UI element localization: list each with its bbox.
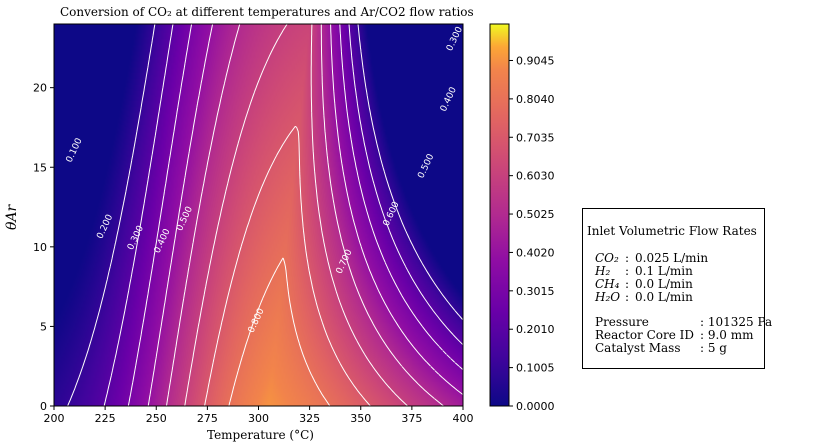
colorbar-tick-label: 0.7035 [516,131,555,144]
colorbar-tick-label: 0.0000 [516,400,555,413]
colorbar-ticks: 0.0000 0.1005 0.2010 0.3015 0.4020 0.5025 0.60… [509,54,555,413]
contour-line [127,24,463,406]
x-tick-label: 225 [95,412,116,425]
gas-name: H₂O [595,290,621,304]
y-tick-label: 15 [33,161,47,174]
gas-name: H₂ [595,264,611,278]
condition-name: Reactor Core ID [595,328,695,342]
y-axis-ticks: 0 5 10 15 20 [33,82,54,413]
y-tick-label: 10 [33,241,47,254]
colorbar-tick-label: 0.9045 [516,54,555,67]
x-tick-label: 400 [453,412,474,425]
x-tick-label: 325 [299,412,320,425]
x-tick-label: 300 [248,412,269,425]
conditions-list: Pressure : 101325 Pa Reactor Core ID : 9.0… [595,316,772,355]
gas-value: 0.0 L/min [635,277,693,291]
contour-line [204,125,371,406]
x-axis-label: Temperature (°C) [207,428,314,442]
gas-flow-list: CO₂:0.025 L/min H₂:0.1 L/min CH₄:0.0 L/m… [595,252,708,304]
condition-value: : 5 g [700,341,727,355]
condition-row: Reactor Core ID : 9.0 mm [595,329,772,342]
gas-row: CO₂:0.025 L/min [595,251,709,265]
condition-value: : 9.0 mm [700,328,754,342]
gas-row: H₂:0.1 L/min [595,264,693,278]
condition-value: : 101325 Pa [700,315,773,329]
y-axis-label: θAr [4,204,20,230]
x-tick-label: 200 [44,412,65,425]
contour-line [228,257,331,406]
colorbar [489,23,510,407]
contour-line [103,24,463,406]
colorbar-tick-label: 0.2010 [516,323,555,336]
colorbar-tick-label: 0.3015 [516,285,555,298]
x-tick-label: 375 [401,412,422,425]
gas-row: H₂O:0.0 L/min [595,290,693,304]
y-tick-label: 20 [33,82,47,95]
x-tick-label: 350 [350,412,371,425]
condition-row: Pressure : 101325 Pa [595,316,772,329]
colorbar-tick-label: 0.1005 [516,362,555,375]
x-tick-label: 250 [146,412,167,425]
condition-row: Catalyst Mass : 5 g [595,342,772,355]
gas-name: CH₄ [595,277,620,291]
chart-title: Conversion of CO₂ at different temperatu… [60,5,474,19]
condition-name: Pressure [595,315,649,329]
info-box-title: Inlet Volumetric Flow Rates [587,224,757,238]
info-box: Inlet Volumetric Flow Rates CO₂:0.025 L/… [582,208,772,369]
x-tick-label: 275 [197,412,218,425]
y-tick-label: 0 [40,400,47,413]
gas-row: CH₄:0.0 L/min [595,277,693,291]
gas-value: 0.0 L/min [635,290,693,304]
colorbar-tick-label: 0.8040 [516,93,555,106]
condition-name: Catalyst Mass [595,341,681,355]
colorbar-tick-label: 0.4020 [516,246,555,259]
y-tick-label: 5 [40,320,47,333]
colorbar-tick-label: 0.5025 [516,208,555,221]
x-axis-ticks: 200 225 250 275 300 325 350 375 400 [44,406,474,425]
gas-name: CO₂ [595,251,619,265]
contour-layer [67,24,463,406]
contour-line [166,24,444,406]
heatmap-image [54,24,463,406]
colorbar-tick-label: 0.6030 [516,170,555,183]
gas-value: 0.025 L/min [635,251,709,265]
contour-line [147,24,463,406]
gas-value: 0.1 L/min [635,264,693,278]
contour-line [67,24,463,406]
